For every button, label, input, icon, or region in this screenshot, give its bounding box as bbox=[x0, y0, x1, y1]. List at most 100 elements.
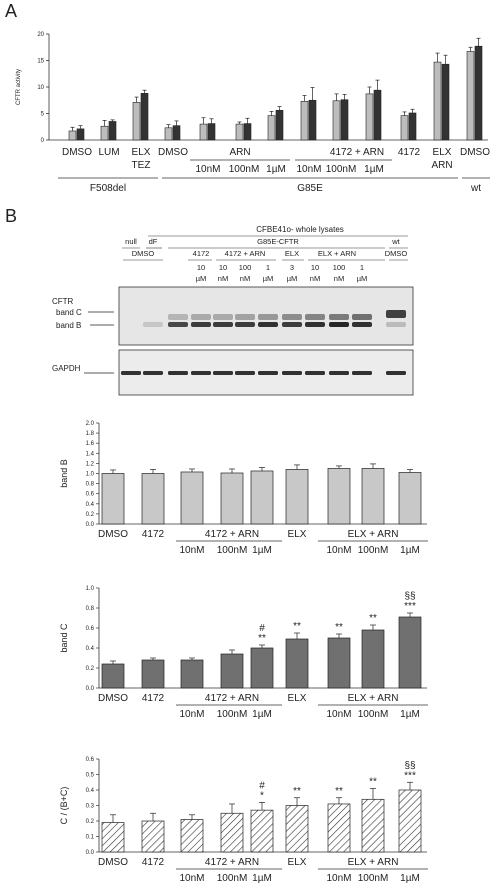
band-b bbox=[213, 322, 233, 327]
concentration-label: 100nM bbox=[229, 164, 260, 175]
concentration-label: 10nM bbox=[326, 545, 351, 556]
ratio-chart: 0.00.10.20.30.40.50.6C / (B+C) *# ** ******… bbox=[59, 757, 428, 884]
blot-header-2: 4172 + ARN bbox=[225, 249, 266, 258]
bar bbox=[327, 803, 351, 853]
concentration-label: 1µM bbox=[400, 545, 420, 556]
significance-label: ** bbox=[335, 622, 343, 633]
concentration-label: 10nM bbox=[179, 545, 204, 556]
bar bbox=[250, 470, 274, 525]
bar bbox=[398, 472, 422, 525]
y-tick-label: 0.8 bbox=[86, 482, 95, 488]
gapdh-band bbox=[213, 371, 233, 375]
conc-unit: nM bbox=[310, 274, 320, 283]
bar bbox=[180, 659, 204, 689]
blot-header-1: dF bbox=[149, 237, 158, 246]
bar bbox=[172, 125, 181, 141]
bar bbox=[327, 468, 351, 525]
gapdh-band bbox=[191, 371, 211, 375]
conc-value: 1 bbox=[266, 263, 270, 272]
y-tick-label: 1.2 bbox=[86, 461, 95, 467]
bar bbox=[300, 101, 309, 141]
bar bbox=[141, 473, 165, 525]
bar bbox=[141, 820, 165, 853]
gapdh-band bbox=[352, 371, 372, 375]
band-c-label: band C bbox=[56, 308, 82, 317]
bar bbox=[400, 115, 409, 141]
concentration-label: 1µM bbox=[252, 545, 272, 556]
significance-label: ** bbox=[335, 786, 343, 797]
bar bbox=[207, 123, 216, 141]
concentration-label: 100nM bbox=[358, 545, 389, 556]
panel-a-letter: A bbox=[5, 1, 17, 21]
category-label: LUM bbox=[98, 147, 119, 158]
concentration-label: 10nM bbox=[179, 873, 204, 884]
bar bbox=[285, 805, 309, 853]
panel-a-chart: 0 5 10 15 20 CFTR activity DMSO LUM ELX DMSO ARN 41… bbox=[16, 32, 490, 194]
category-label: ELX bbox=[433, 147, 452, 158]
y-tick-label: 0.2 bbox=[86, 819, 95, 825]
group-label: F508del bbox=[90, 183, 126, 194]
concentration-label: 10nM bbox=[326, 709, 351, 720]
band-b bbox=[329, 322, 349, 327]
category-label: 4172 bbox=[398, 147, 421, 158]
category-label: ELX bbox=[288, 857, 307, 868]
bar bbox=[441, 63, 450, 141]
y-tick-label: 0.6 bbox=[86, 757, 95, 763]
bar bbox=[250, 647, 274, 689]
y-tick-label: 10 bbox=[37, 85, 44, 91]
conc-unit: µM bbox=[287, 274, 298, 283]
conc-unit: nM bbox=[240, 274, 250, 283]
y-tick-label: 0.3 bbox=[86, 804, 95, 810]
blot-header-2: DMSO bbox=[132, 249, 155, 258]
concentration-label: 100nM bbox=[217, 545, 248, 556]
category-label: ELX bbox=[132, 147, 151, 158]
bar bbox=[243, 123, 252, 141]
significance-label-2: §§ bbox=[404, 591, 415, 602]
significance-label: ** bbox=[258, 633, 266, 644]
category-label: 4172 + ARN bbox=[205, 529, 259, 540]
concentration-label: 10nM bbox=[179, 709, 204, 720]
y-tick-label: 5 bbox=[41, 112, 45, 118]
band-b bbox=[282, 322, 302, 327]
band-b bbox=[235, 322, 255, 327]
category-label: DMSO bbox=[98, 693, 128, 704]
concentration-label: 100nM bbox=[217, 873, 248, 884]
bar bbox=[361, 468, 385, 525]
band-c bbox=[282, 314, 302, 320]
blot-header-2: 4172 bbox=[193, 249, 210, 258]
category-label: ELX + ARN bbox=[348, 857, 399, 868]
band-c bbox=[191, 314, 211, 320]
bar bbox=[76, 128, 85, 141]
y-tick-label: 0.1 bbox=[86, 835, 95, 841]
significance-label-2: # bbox=[259, 623, 265, 634]
blot-header-1: wt bbox=[391, 237, 400, 246]
gapdh-band bbox=[329, 371, 349, 375]
concentration-label: 1µM bbox=[400, 873, 420, 884]
concentration-label: 10nM bbox=[296, 164, 321, 175]
bar bbox=[308, 99, 317, 141]
band-b bbox=[305, 322, 325, 327]
bar bbox=[101, 822, 125, 853]
category-label: ELX + ARN bbox=[348, 529, 399, 540]
y-tick-label: 0.4 bbox=[86, 788, 95, 794]
y-tick-label: 1.6 bbox=[86, 441, 95, 447]
band-c bbox=[213, 314, 233, 320]
concentration-label: 1µM bbox=[400, 709, 420, 720]
y-tick-label: 0.0 bbox=[86, 522, 95, 528]
bar bbox=[220, 472, 244, 525]
y-tick-label: 2.0 bbox=[86, 421, 95, 427]
band-c bbox=[168, 314, 188, 320]
blot-title: CFBE41o- whole lysates bbox=[256, 225, 344, 234]
y-tick-label: 0.2 bbox=[86, 512, 95, 518]
band-b-chart: 0.0 0.2 0.4 0.6 0.8 1.0 1.2 1.4 1.6 1.8 2.0 band B D… bbox=[59, 421, 428, 556]
bar bbox=[361, 629, 385, 689]
y-tick-label: 0 bbox=[41, 138, 45, 144]
band-c bbox=[258, 314, 278, 320]
bar bbox=[365, 93, 374, 141]
category-label: ELX + ARN bbox=[348, 693, 399, 704]
blot-header-2: ELX bbox=[285, 249, 299, 258]
conc-unit: µM bbox=[357, 274, 368, 283]
conc-value: 10 bbox=[197, 263, 205, 272]
bar bbox=[398, 789, 422, 853]
panel-b-letter: B bbox=[5, 206, 17, 226]
